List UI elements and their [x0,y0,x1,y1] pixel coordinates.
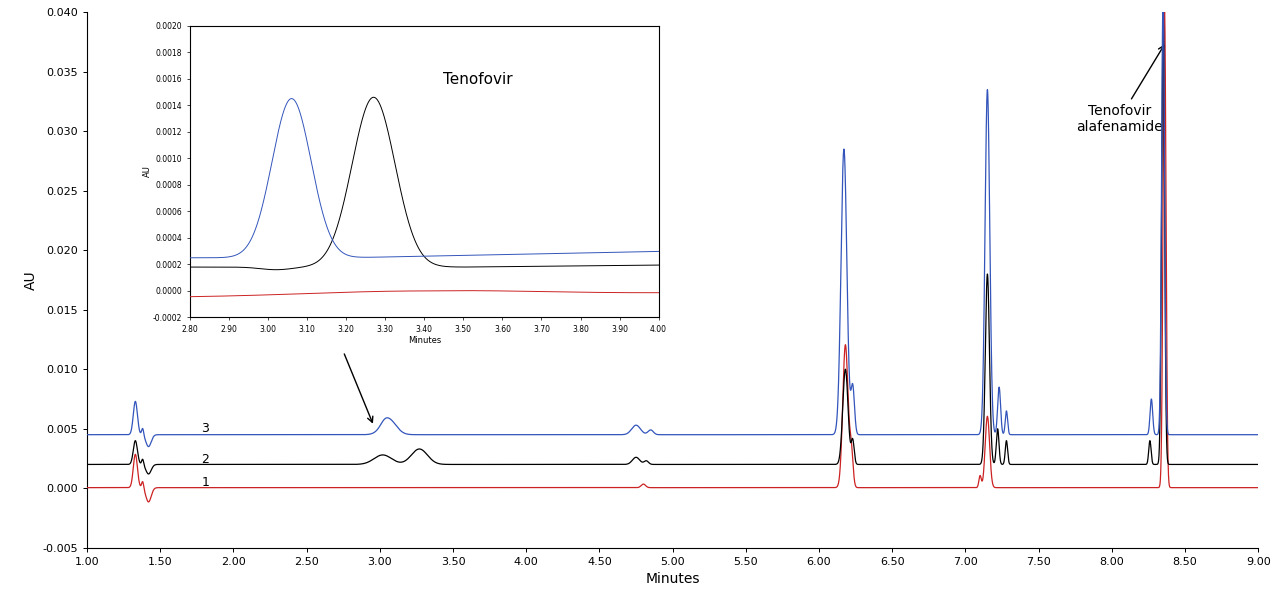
Text: 3: 3 [201,422,209,435]
Text: 1: 1 [201,477,209,490]
X-axis label: Minutes: Minutes [645,572,700,586]
Text: Tenofovir
alafenamide: Tenofovir alafenamide [1075,46,1164,134]
Text: 2: 2 [201,453,209,466]
Y-axis label: AU: AU [24,270,38,290]
